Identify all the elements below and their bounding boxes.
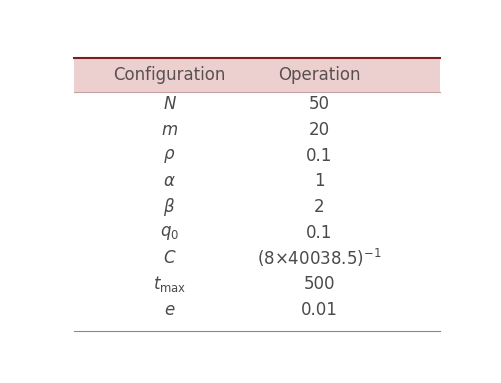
- Text: $C$: $C$: [162, 249, 176, 267]
- Text: $t_{\mathrm{max}}$: $t_{\mathrm{max}}$: [152, 274, 186, 294]
- Text: 50: 50: [308, 95, 329, 113]
- Text: $q_0$: $q_0$: [160, 224, 179, 242]
- Text: $\beta$: $\beta$: [163, 196, 175, 218]
- Text: 2: 2: [314, 198, 324, 216]
- Text: 0.1: 0.1: [306, 147, 332, 165]
- Text: $N$: $N$: [162, 95, 176, 113]
- Text: $e$: $e$: [163, 301, 175, 319]
- Text: $\alpha$: $\alpha$: [163, 172, 175, 190]
- Text: $\rho$: $\rho$: [163, 147, 175, 165]
- Text: 0.1: 0.1: [306, 224, 332, 242]
- Text: 0.01: 0.01: [301, 301, 337, 319]
- Text: 20: 20: [308, 121, 329, 139]
- Text: $(8{\times}40038.5)^{-1}$: $(8{\times}40038.5)^{-1}$: [257, 247, 381, 270]
- Text: 1: 1: [314, 172, 324, 190]
- Text: $m$: $m$: [161, 121, 178, 139]
- Bar: [74, 58, 439, 92]
- Text: Configuration: Configuration: [113, 66, 225, 84]
- Text: Operation: Operation: [278, 66, 360, 84]
- Text: 500: 500: [303, 275, 335, 293]
